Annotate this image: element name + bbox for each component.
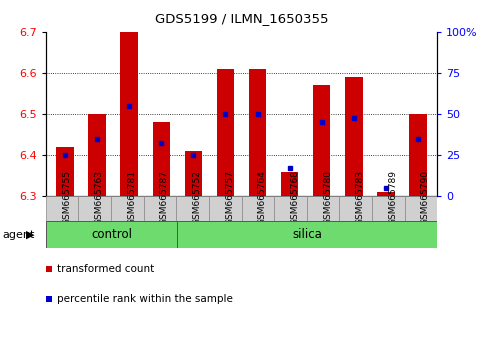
- Bar: [120, 32, 138, 196]
- Bar: [217, 69, 234, 196]
- Bar: [144, 196, 176, 221]
- Text: GSM665783: GSM665783: [355, 170, 365, 225]
- Text: GSM665768: GSM665768: [290, 170, 299, 225]
- Text: GSM665781: GSM665781: [128, 170, 136, 225]
- Bar: [209, 196, 242, 221]
- Bar: [242, 196, 274, 221]
- Text: GSM665787: GSM665787: [160, 170, 169, 225]
- Text: silica: silica: [292, 228, 322, 241]
- Text: GDS5199 / ILMN_1650355: GDS5199 / ILMN_1650355: [155, 12, 328, 25]
- Bar: [345, 77, 363, 196]
- Bar: [153, 122, 170, 196]
- Bar: [78, 196, 111, 221]
- Text: GSM665755: GSM665755: [62, 170, 71, 225]
- Text: GSM665763: GSM665763: [95, 170, 104, 225]
- Bar: [185, 151, 202, 196]
- Bar: [46, 196, 78, 221]
- Bar: [111, 196, 144, 221]
- Text: GSM665789: GSM665789: [388, 170, 397, 225]
- Text: ▶: ▶: [26, 229, 35, 240]
- Bar: [405, 196, 437, 221]
- Bar: [377, 192, 395, 196]
- Bar: [46, 221, 177, 248]
- Text: GSM665757: GSM665757: [225, 170, 234, 225]
- Text: GSM665780: GSM665780: [323, 170, 332, 225]
- Bar: [88, 114, 106, 196]
- Bar: [281, 172, 298, 196]
- Text: GSM665764: GSM665764: [258, 170, 267, 225]
- Text: GSM665790: GSM665790: [421, 170, 430, 225]
- Bar: [409, 114, 426, 196]
- Bar: [307, 196, 340, 221]
- Bar: [372, 196, 404, 221]
- Bar: [176, 196, 209, 221]
- Bar: [57, 147, 74, 196]
- Bar: [249, 69, 266, 196]
- Bar: [177, 221, 437, 248]
- Bar: [274, 196, 307, 221]
- Text: transformed count: transformed count: [57, 264, 155, 274]
- Text: percentile rank within the sample: percentile rank within the sample: [57, 294, 233, 304]
- Bar: [313, 85, 330, 196]
- Text: agent: agent: [2, 229, 35, 240]
- Bar: [339, 196, 372, 221]
- Text: control: control: [91, 228, 132, 241]
- Text: GSM665752: GSM665752: [193, 170, 201, 225]
